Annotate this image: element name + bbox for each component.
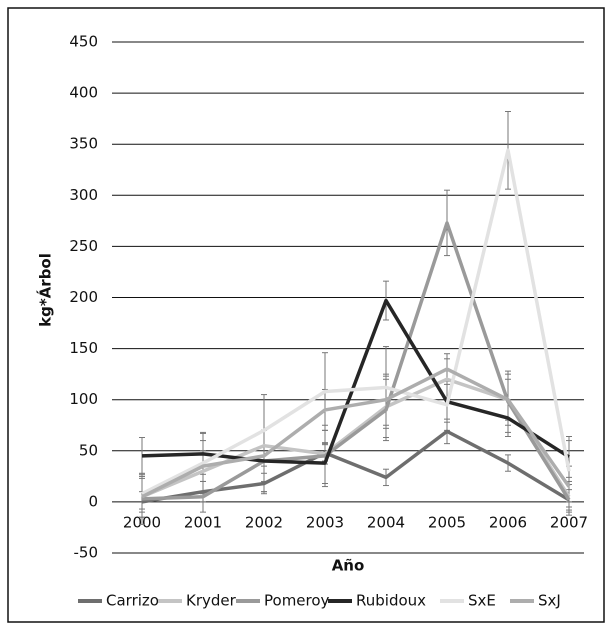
x-tick-label: 2001 — [184, 513, 222, 531]
y-tick-label: 150 — [69, 339, 98, 357]
x-tick-label: 2005 — [428, 513, 466, 531]
y-tick-label: 250 — [69, 237, 98, 255]
x-tick-label: 2002 — [245, 513, 283, 531]
y-tick-label: 50 — [79, 441, 98, 459]
legend-label: SxJ — [538, 592, 561, 610]
y-tick-label: 300 — [69, 186, 98, 204]
legend-label: Carrizo — [106, 592, 159, 610]
y-tick-label: 200 — [69, 288, 98, 306]
y-tick-label: 350 — [69, 135, 98, 153]
data-line — [141, 367, 571, 499]
y-tick-label: -50 — [74, 544, 99, 562]
data-line — [141, 148, 571, 496]
y-tick-label: 0 — [88, 492, 98, 510]
x-tick-label: 2004 — [367, 513, 405, 531]
x-tick-label: 2007 — [550, 513, 588, 531]
legend-label: Rubidoux — [356, 592, 426, 610]
legend-label: Kryder — [186, 592, 237, 610]
y-axis-title: kg*Árbol — [36, 253, 55, 327]
x-tick-label: 2003 — [306, 513, 344, 531]
legend-label: SxE — [468, 592, 496, 610]
x-tick-label: 2006 — [489, 513, 527, 531]
y-tick-label: 450 — [69, 33, 98, 51]
y-tick-label: 400 — [69, 84, 98, 102]
legend-label: Pomeroy — [264, 592, 330, 610]
chart-frame — [7, 7, 605, 623]
data-line — [141, 221, 571, 501]
x-axis-title: Año — [332, 557, 365, 575]
y-tick-label: 100 — [69, 390, 98, 408]
data-line — [141, 298, 570, 465]
